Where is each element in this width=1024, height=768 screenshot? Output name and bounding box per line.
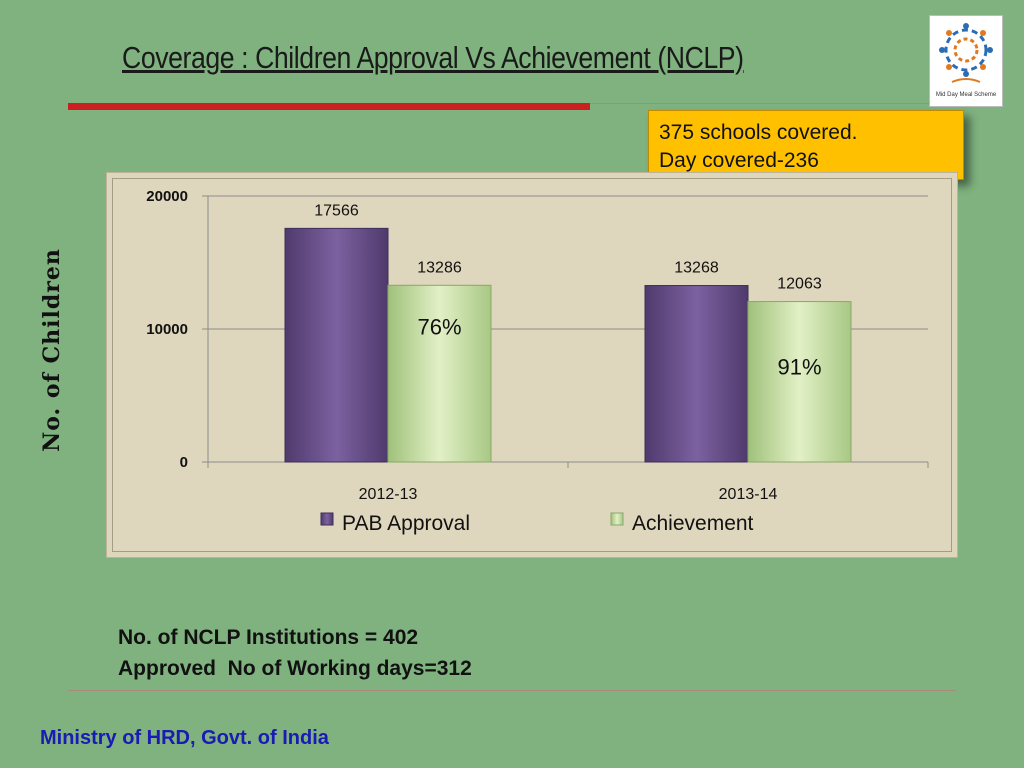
legend-label: PAB Approval: [342, 512, 470, 535]
data-label: 13286: [417, 259, 462, 276]
ministry-credit: Ministry of HRD, Govt. of India: [40, 727, 329, 749]
bar-achievement: [747, 301, 852, 463]
callout-line-2: Day covered-236: [659, 149, 819, 172]
chart-plot-border: [112, 178, 952, 552]
footer-notes: No. of NCLP Institutions = 402 Approved …: [118, 622, 472, 684]
callout-line-1: 375 schools covered.: [659, 121, 858, 144]
mid-day-meal-logo: Mid Day Meal Scheme: [929, 15, 1003, 107]
data-label: 12063: [777, 276, 822, 293]
percent-label: 76%: [417, 314, 461, 339]
y-tick-label: 0: [180, 454, 188, 471]
bar-pab-approval: [284, 227, 389, 463]
legend-label: Achievement: [632, 512, 754, 535]
data-label: 17566: [314, 202, 359, 219]
logo-caption: Mid Day Meal Scheme: [935, 92, 997, 98]
data-label: 13268: [674, 260, 719, 277]
percent-label: 91%: [777, 355, 821, 380]
legend-swatch: [610, 512, 624, 526]
footer-divider: [68, 690, 956, 691]
title-underline-thin: [590, 103, 930, 104]
bar-achievement: [387, 284, 492, 463]
slide-title: Coverage : Children Approval Vs Achievem…: [122, 40, 744, 75]
x-tick-label: 2012-13: [359, 486, 418, 503]
footer-line-2: Approved No of Working days=312: [118, 657, 472, 680]
footer-line-1: No. of NCLP Institutions = 402: [118, 626, 419, 649]
y-tick-label: 10000: [146, 321, 188, 338]
y-tick-label: 20000: [146, 188, 188, 205]
legend-swatch: [320, 512, 334, 526]
bar-pab-approval: [644, 285, 749, 463]
x-tick-label: 2013-14: [719, 486, 778, 503]
title-underline-red: [68, 103, 590, 110]
